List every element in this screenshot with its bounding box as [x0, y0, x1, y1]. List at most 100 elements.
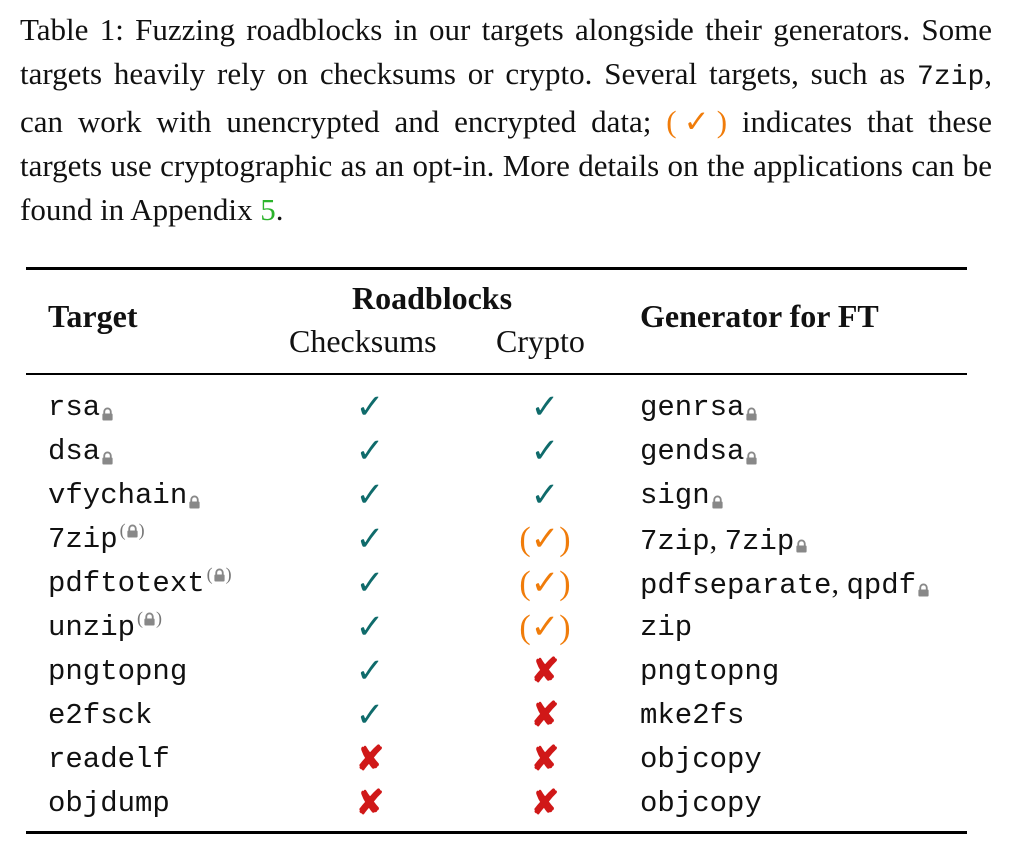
- table-row: pngtopng ✓ ✘ pngtopng: [0, 650, 1009, 694]
- caption-text-2: , can work with unencrypted and encrypte…: [20, 56, 992, 139]
- target-name: 7zip: [48, 523, 118, 556]
- lock-icon: [917, 568, 930, 612]
- table-row: 7zip() ✓ (✓) 7zip, 7zip: [0, 518, 1009, 562]
- table-row: vfychain ✓ ✓ sign: [0, 474, 1009, 518]
- crypto-mark: (✓): [519, 521, 571, 558]
- caption-opt-symbol: (✓): [666, 104, 728, 139]
- generator-cell: mke2fs: [640, 694, 744, 738]
- optional-lock-icon: (): [119, 520, 145, 540]
- caption-text-3: indicates that these targets use cryptog…: [20, 104, 992, 227]
- crypto-mark: (✓): [519, 609, 571, 646]
- generator-cell: pngtopng: [640, 650, 779, 694]
- checksums-mark: ✓: [355, 433, 385, 470]
- checksums-mark: ✓: [355, 653, 385, 690]
- target-cell: pngtopng: [48, 650, 187, 694]
- target-name: e2fsck: [48, 699, 153, 732]
- header-checksums: Checksums: [289, 323, 437, 359]
- target-cell: readelf: [48, 738, 170, 782]
- table-row: rsa ✓ ✓ genrsa: [0, 386, 1009, 430]
- checksums-mark: ✓: [355, 609, 385, 646]
- crypto-mark: ✘: [530, 741, 560, 778]
- generator-cell: genrsa: [640, 386, 758, 430]
- target-name: dsa: [48, 435, 101, 468]
- lock-icon: [745, 392, 758, 436]
- generator-name: pdfseparate: [640, 569, 832, 602]
- checksums-mark: ✓: [355, 697, 385, 734]
- bottom-rule: [26, 831, 967, 834]
- target-cell: unzip(): [48, 606, 162, 650]
- target-cell: pdftotext(): [48, 562, 232, 606]
- crypto-mark: ✘: [530, 785, 560, 822]
- lock-icon: [745, 436, 758, 480]
- table-row: objdump ✘ ✘ objcopy: [0, 782, 1009, 826]
- crypto-mark: ✘: [530, 653, 560, 690]
- header-rule: [26, 373, 967, 375]
- target-cell: 7zip(): [48, 518, 145, 562]
- target-name: pdftotext: [48, 567, 205, 600]
- table-row: readelf ✘ ✘ objcopy: [0, 738, 1009, 782]
- header-target: Target: [48, 298, 138, 334]
- lock-icon: [101, 436, 114, 480]
- table-row: dsa ✓ ✓ gendsa: [0, 430, 1009, 474]
- target-cell: e2fsck: [48, 694, 152, 738]
- generator-separator: ,: [709, 523, 725, 556]
- caption-text-1: Table 1: Fuzzing roadblocks in our targe…: [20, 12, 992, 91]
- header-roadblocks: Roadblocks: [352, 280, 513, 316]
- target-name: rsa: [48, 391, 101, 424]
- generator-name: zip: [640, 611, 693, 644]
- checksums-mark: ✓: [355, 521, 385, 558]
- target-cell: vfychain: [48, 474, 201, 518]
- checksums-mark: ✘: [355, 741, 385, 778]
- crypto-mark: ✓: [530, 433, 560, 470]
- generator-name: objcopy: [640, 743, 762, 776]
- generator-name: 7zip: [640, 525, 710, 558]
- appendix-link[interactable]: 5: [260, 192, 276, 227]
- optional-lock-icon: (): [206, 564, 232, 584]
- table-row: e2fsck ✓ ✘ mke2fs: [0, 694, 1009, 738]
- lock-icon: [711, 480, 724, 524]
- target-name: pngtopng: [48, 655, 188, 688]
- generator-cell: 7zip, 7zip: [640, 518, 808, 562]
- target-cell: objdump: [48, 782, 170, 826]
- lock-icon: [795, 524, 808, 568]
- crypto-mark: ✓: [530, 389, 560, 426]
- generator-separator: ,: [831, 567, 847, 600]
- generator-name: sign: [640, 479, 710, 512]
- top-rule: [26, 267, 967, 270]
- header-generator: Generator for FT: [640, 298, 879, 334]
- generator-cell: objcopy: [640, 782, 762, 826]
- generator-cell: gendsa: [640, 430, 758, 474]
- lock-icon: [101, 392, 114, 436]
- checksums-mark: ✘: [355, 785, 385, 822]
- generator-name: pngtopng: [640, 655, 780, 688]
- generator-name: genrsa: [640, 391, 745, 424]
- checksums-mark: ✓: [355, 565, 385, 602]
- table-row: pdftotext() ✓ (✓) pdfseparate, qpdf: [0, 562, 1009, 606]
- crypto-mark: ✓: [530, 477, 560, 514]
- generator-name: mke2fs: [640, 699, 745, 732]
- target-name: readelf: [48, 743, 170, 776]
- table-caption: Table 1: Fuzzing roadblocks in our targe…: [20, 8, 992, 232]
- lock-icon: [188, 480, 201, 524]
- table-row: unzip() ✓ (✓) zip: [0, 606, 1009, 650]
- target-cell: rsa: [48, 386, 114, 430]
- caption-text-4: .: [275, 192, 284, 227]
- generator-cell: zip: [640, 606, 692, 650]
- checksums-mark: ✓: [355, 389, 385, 426]
- generator-name: 7zip: [724, 525, 795, 558]
- crypto-mark: (✓): [519, 565, 571, 602]
- header-crypto: Crypto: [496, 323, 585, 359]
- target-name: objdump: [48, 787, 170, 820]
- target-cell: dsa: [48, 430, 114, 474]
- generator-name: gendsa: [640, 435, 745, 468]
- optional-lock-icon: (): [137, 608, 163, 628]
- generator-name: objcopy: [640, 787, 762, 820]
- target-name: vfychain: [48, 479, 188, 512]
- generator-name: qpdf: [846, 569, 917, 602]
- crypto-mark: ✘: [530, 697, 560, 734]
- caption-code-7zip: 7zip: [917, 62, 985, 93]
- generator-cell: objcopy: [640, 738, 762, 782]
- generator-cell: pdfseparate, qpdf: [640, 562, 930, 606]
- checksums-mark: ✓: [355, 477, 385, 514]
- generator-cell: sign: [640, 474, 724, 518]
